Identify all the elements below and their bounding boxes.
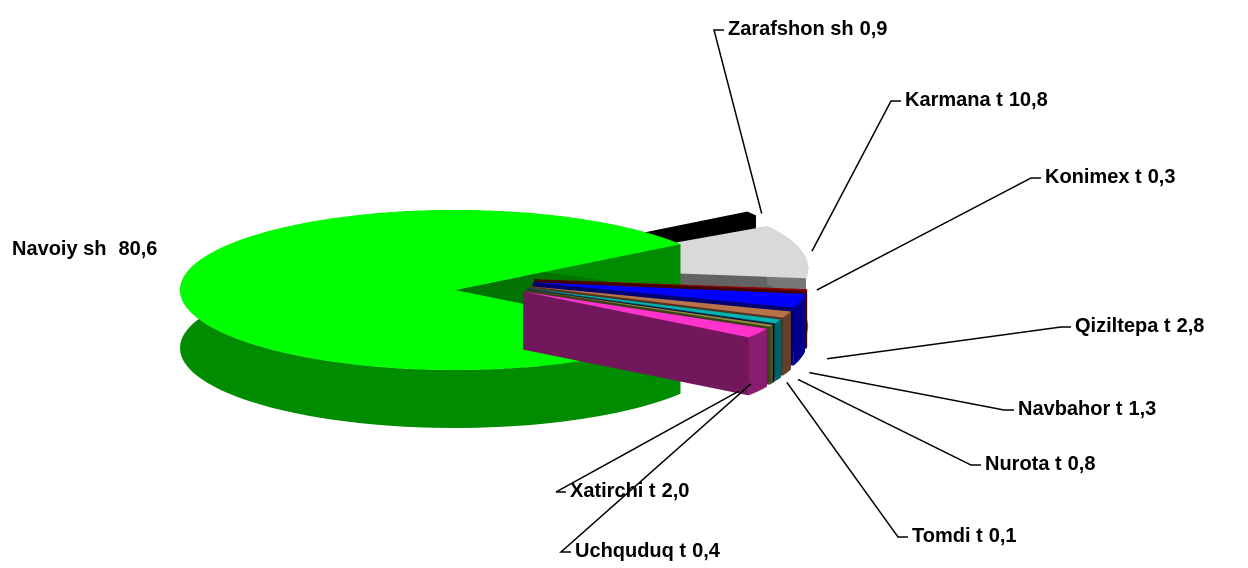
slice-side (748, 328, 767, 396)
slice-side (775, 319, 781, 382)
label-category: Qiziltepa t (1075, 315, 1171, 337)
leader-line (816, 177, 1041, 291)
label-value: 0,8 (1068, 453, 1096, 475)
label-category: Navbahor t (1018, 398, 1123, 420)
label-value: 2,0 (662, 480, 690, 502)
slice (532, 282, 805, 308)
data-label: Karmana t 10,8 (905, 89, 1048, 111)
slice (529, 286, 791, 318)
label-category: Navoiy sh (12, 238, 106, 260)
data-label: Qiziltepa t 2,8 (1075, 315, 1204, 337)
leader-line (811, 100, 901, 252)
slice-side (793, 293, 805, 366)
data-label: Konimex t 0,3 (1045, 166, 1176, 188)
label-category: Tomdi t (912, 525, 983, 547)
slice-side (769, 324, 773, 385)
label-category: Nurota t (985, 453, 1062, 475)
leader-line (713, 29, 763, 214)
slice-side (773, 324, 775, 383)
data-label: Tomdi t 0,1 (912, 525, 1017, 547)
leader-line (559, 383, 752, 553)
label-category: Konimex t (1045, 166, 1142, 188)
data-label: Navbahor t 1,3 (1018, 398, 1156, 420)
slice (526, 289, 775, 325)
slice-side (782, 311, 791, 376)
leader-line (827, 326, 1071, 360)
label-value: 0,1 (989, 525, 1017, 547)
slice (523, 291, 767, 338)
leader-line (555, 390, 740, 493)
label-value: 0,3 (1148, 166, 1176, 188)
leader-line (786, 381, 908, 538)
label-category: Karmana t (905, 89, 1003, 111)
slice (534, 279, 808, 291)
slice (527, 288, 781, 324)
label-category: Uchquduq t (575, 540, 686, 562)
data-label: Nurota t 0,8 (985, 453, 1095, 475)
leader-line (809, 371, 1014, 411)
data-label: Uchquduq t 0,4 (575, 540, 721, 562)
data-label: Zarafshon sh 0,9 (728, 18, 887, 40)
slice (526, 289, 773, 327)
slice-wall (523, 291, 749, 396)
label-value: 1,3 (1128, 398, 1156, 420)
label-value: 2,8 (1177, 315, 1205, 337)
data-label: Xatirchi t 2,0 (570, 480, 689, 502)
slice-side (806, 289, 808, 349)
label-value: 0,9 (860, 18, 888, 40)
label-category: Xatirchi t (570, 480, 656, 502)
data-label: Navoiy sh 80,6 (12, 238, 157, 260)
label-value: 0,4 (692, 540, 721, 562)
label-category: Zarafshon sh (728, 18, 854, 40)
leader-line (797, 378, 981, 466)
label-value: 10,8 (1009, 89, 1048, 111)
label-value: 80,6 (118, 238, 157, 260)
